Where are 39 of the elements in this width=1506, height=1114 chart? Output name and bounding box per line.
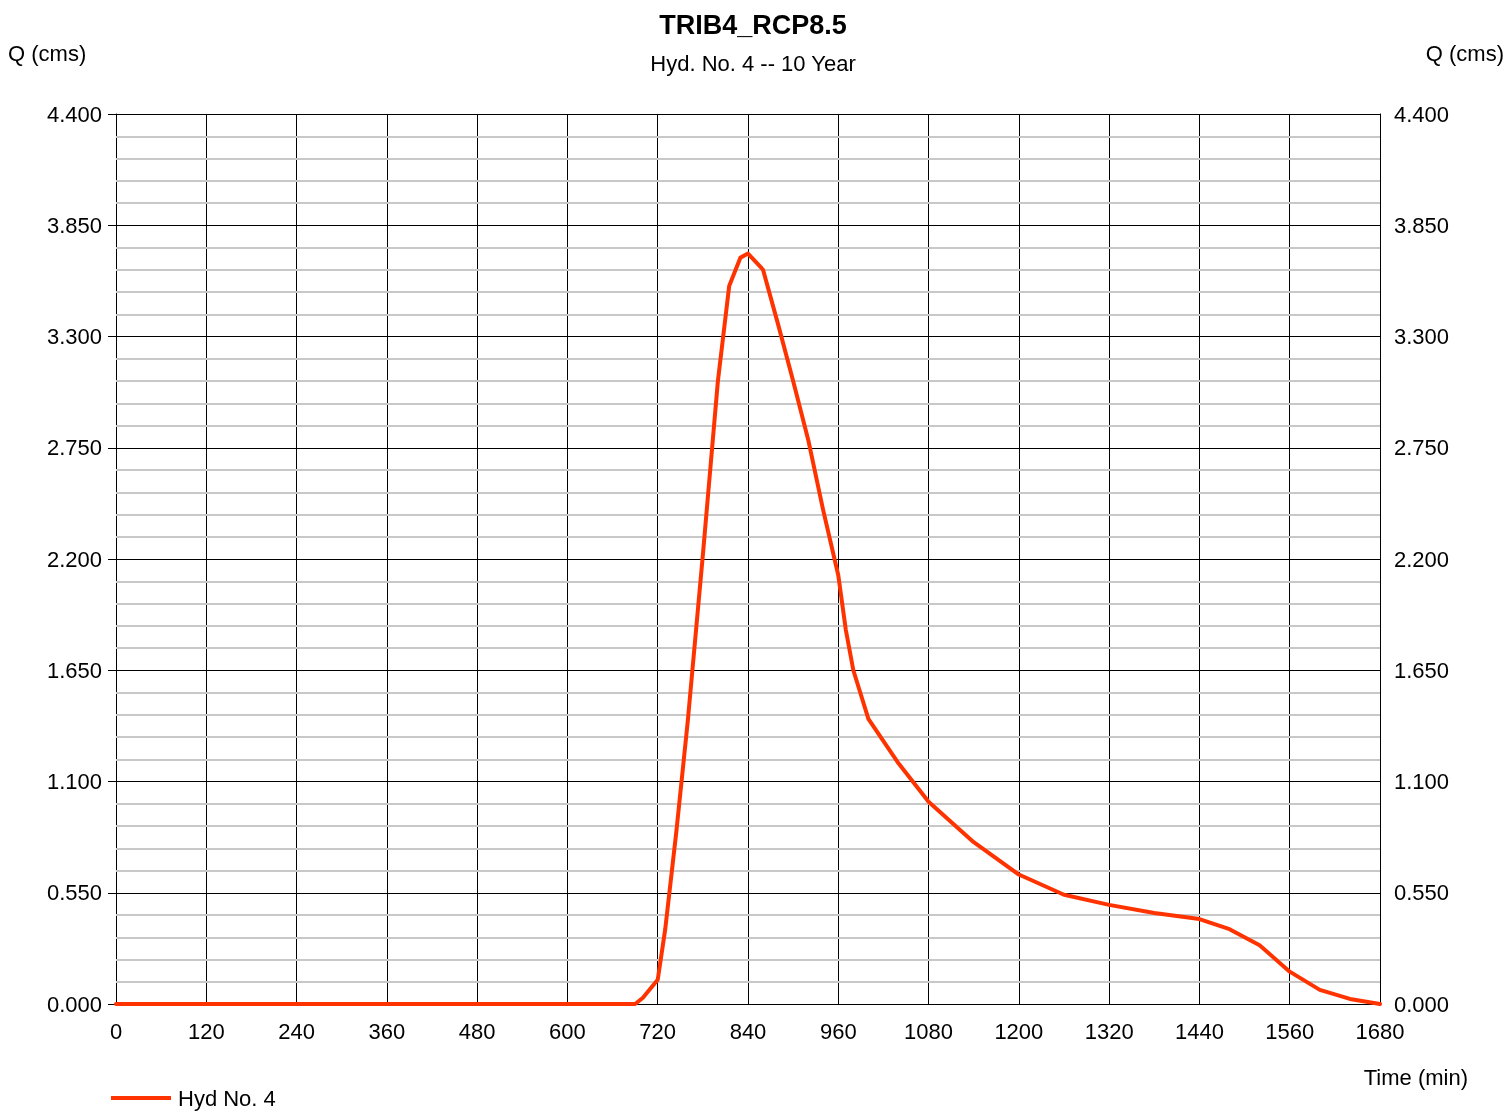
y2-tick-label: 1.100 xyxy=(1394,769,1450,794)
x-tick-label: 840 xyxy=(729,1018,767,1044)
chart-title: TRIB4_RCP8.5 xyxy=(659,9,847,40)
x-tick-label: 960 xyxy=(819,1018,857,1044)
x-tick-label: 0 xyxy=(109,1018,123,1044)
y2-tick-label: 2.200 xyxy=(1394,546,1450,572)
y2-tick-label: 3.300 xyxy=(1394,324,1450,349)
x-tick-label: 720 xyxy=(639,1018,677,1044)
x-tick-label: 120 xyxy=(187,1018,225,1044)
x-tick-label: 360 xyxy=(368,1018,406,1044)
x-axis-title: Time (min) xyxy=(1363,1064,1469,1090)
y2-tick-label: 0.550 xyxy=(1394,880,1450,906)
y-tick-label: 1.650 xyxy=(46,657,102,683)
chart-subtitle: Hyd. No. 4 -- 10 Year xyxy=(650,50,856,76)
x-tick-label: 1560 xyxy=(1265,1018,1315,1044)
x-tick-label: 1200 xyxy=(994,1018,1044,1044)
x-tick-label: 1080 xyxy=(904,1018,954,1044)
y-tick-label: 2.750 xyxy=(46,435,102,461)
y2-tick-label: 0.000 xyxy=(1394,991,1450,1017)
x-tick-label: 1440 xyxy=(1174,1018,1224,1044)
x-tick-label: 600 xyxy=(549,1018,586,1044)
x-tick-label: 480 xyxy=(458,1018,496,1044)
y2-tick-label: 2.750 xyxy=(1394,435,1450,461)
y-tick-label: 3.850 xyxy=(46,212,102,238)
y2-tick-label: 1.650 xyxy=(1394,657,1450,683)
x-tick-label: 240 xyxy=(278,1018,315,1044)
y-tick-label: 0.550 xyxy=(46,880,102,906)
y-tick-label: 3.300 xyxy=(46,324,102,349)
x-tick-label: 1320 xyxy=(1084,1018,1134,1044)
y2-axis-title: Q (cms) xyxy=(1425,40,1504,66)
y-tick-label: 0.000 xyxy=(46,991,102,1017)
y2-tick-label: 3.850 xyxy=(1394,212,1450,238)
y-tick-label: 2.200 xyxy=(46,546,102,572)
y-axis-title: Q (cms) xyxy=(8,40,87,66)
y-tick-label: 4.400 xyxy=(46,101,102,127)
legend-label: Hyd No. 4 xyxy=(178,1085,276,1111)
x-tick-label: 1680 xyxy=(1355,1018,1405,1044)
y-tick-label: 1.100 xyxy=(46,769,102,794)
y2-tick-label: 4.400 xyxy=(1394,101,1450,127)
